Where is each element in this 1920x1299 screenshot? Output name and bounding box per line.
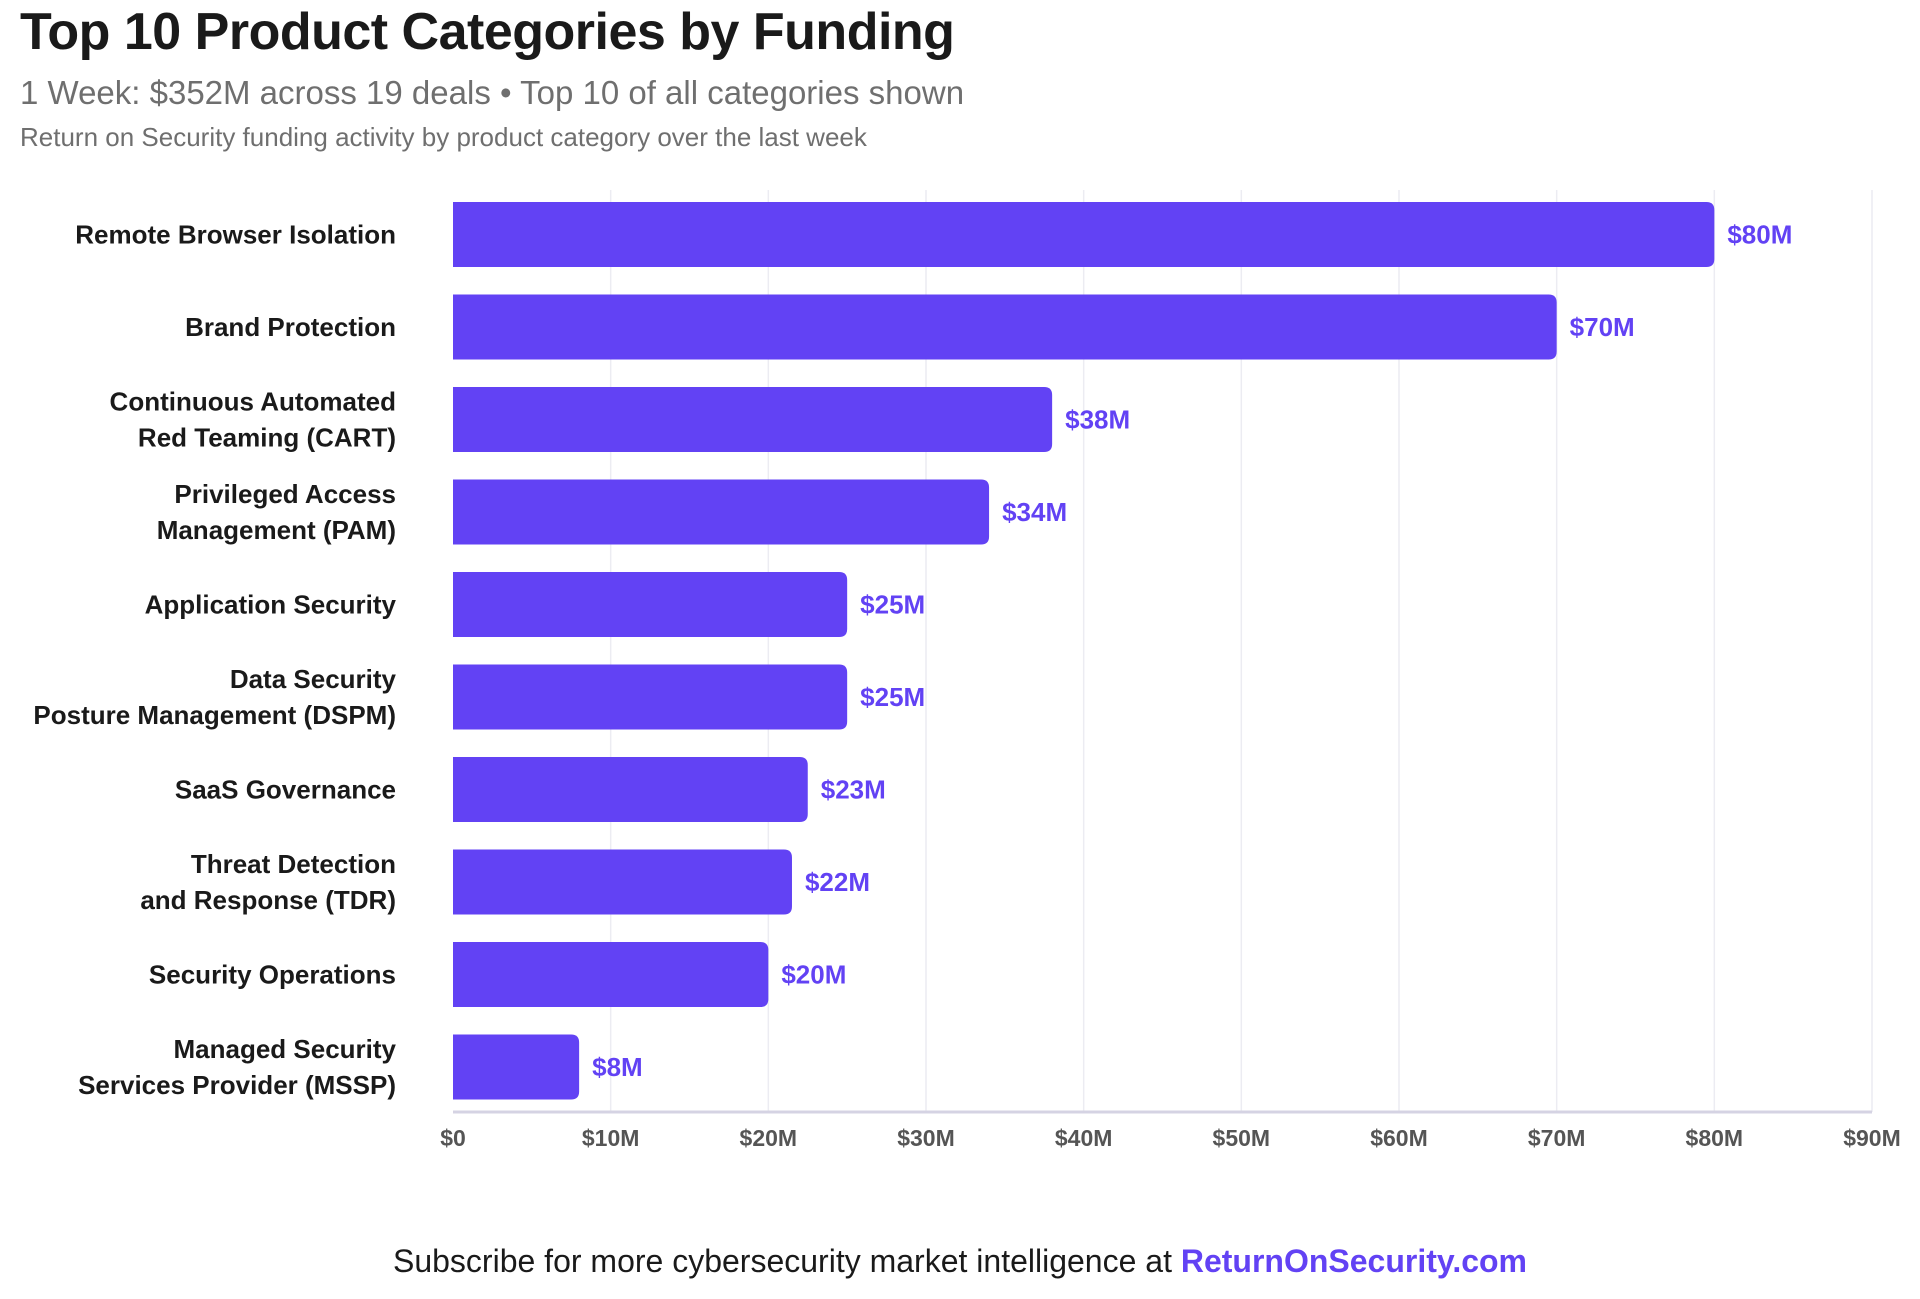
category-label: Application Security [145, 590, 397, 620]
bar-value-label: $25M [860, 682, 925, 712]
category-label-line: Security Operations [149, 960, 396, 990]
category-label-line: Data Security [230, 664, 397, 694]
x-tick-label: $90M [1843, 1125, 1901, 1151]
category-label: Brand Protection [185, 312, 396, 342]
category-label-line: Managed Security [173, 1034, 396, 1064]
bar[interactable] [453, 1034, 580, 1100]
category-label-line: Application Security [145, 590, 397, 620]
category-label: Remote Browser Isolation [75, 220, 396, 250]
category-label-line: Management (PAM) [157, 515, 396, 545]
x-tick-label: $40M [1055, 1125, 1113, 1151]
category-label-line: Services Provider (MSSP) [78, 1070, 396, 1100]
x-tick-label: $0 [440, 1125, 466, 1151]
bar-value-label: $23M [821, 775, 886, 805]
x-tick-label: $70M [1528, 1125, 1586, 1151]
category-label-line: Red Teaming (CART) [138, 423, 396, 453]
category-label-line: Privileged Access [174, 479, 396, 509]
category-label: Managed Security Services Provider (MSSP) [78, 1034, 396, 1100]
x-tick-label: $80M [1686, 1125, 1744, 1151]
x-tick-label: $30M [897, 1125, 955, 1151]
bar-value-label: $20M [781, 960, 846, 990]
bar-value-label: $22M [805, 867, 870, 897]
bar-value-label: $70M [1570, 312, 1635, 342]
category-label-line: and Response (TDR) [140, 885, 396, 915]
bar-value-label: $38M [1065, 405, 1130, 435]
x-tick-label: $10M [582, 1125, 640, 1151]
x-tick-label: $60M [1370, 1125, 1428, 1151]
category-label: Security Operations [149, 960, 396, 990]
category-label-line: Brand Protection [185, 312, 396, 342]
category-label-line: Continuous Automated [110, 387, 396, 417]
bar[interactable] [453, 202, 1715, 267]
bar[interactable] [453, 294, 1557, 360]
bar-value-label: $34M [1002, 497, 1067, 527]
bar[interactable] [453, 572, 848, 637]
bar-chart: $0 $10M $20M $30M $40M $50M $60M $70M $80M $90M $8… [33, 190, 1901, 1151]
bar-value-label: $8M [592, 1052, 643, 1082]
x-tick-label: $20M [740, 1125, 798, 1151]
bar[interactable] [453, 479, 990, 545]
category-label: Data Security Posture Management (DSPM) [33, 664, 396, 730]
chart-subtitle: 1 Week: $352M across 19 deals • Top 10 o… [20, 74, 965, 111]
bar[interactable] [453, 849, 792, 915]
footer-text: Subscribe for more cybersecurity market … [392, 1243, 1181, 1279]
x-tick-label: $50M [1213, 1125, 1271, 1151]
chart-title: Top 10 Product Categories by Funding [20, 3, 955, 61]
footer-cta: Subscribe for more cybersecurity market … [0, 1243, 1920, 1280]
category-label: SaaS Governance [175, 775, 396, 805]
category-label-line: Posture Management (DSPM) [33, 700, 396, 730]
bar[interactable] [453, 664, 848, 730]
category-label: Continuous Automated Red Teaming (CART) [110, 387, 396, 453]
bar-value-label: $80M [1727, 220, 1792, 250]
category-label-line: Threat Detection [191, 849, 396, 879]
category-label: Privileged Access Management (PAM) [157, 479, 396, 545]
category-label-line: Remote Browser Isolation [75, 220, 396, 250]
bar[interactable] [453, 757, 808, 822]
bar[interactable] [453, 387, 1053, 452]
bar-value-label: $25M [860, 590, 925, 620]
category-label: Threat Detection and Response (TDR) [140, 849, 396, 915]
bar[interactable] [453, 942, 769, 1007]
category-label-line: SaaS Governance [175, 775, 396, 805]
footer-link[interactable]: ReturnOnSecurity.com [1180, 1243, 1527, 1279]
chart-description: Return on Security funding activity by p… [20, 122, 867, 152]
